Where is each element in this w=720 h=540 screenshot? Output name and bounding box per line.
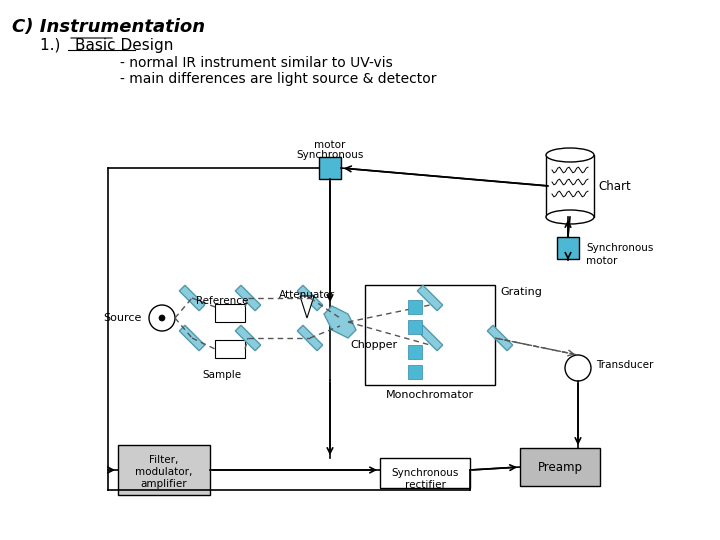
Text: Synchronous: Synchronous bbox=[391, 468, 459, 478]
Bar bbox=[408, 365, 422, 379]
Text: motor: motor bbox=[315, 140, 346, 150]
Bar bbox=[418, 325, 443, 350]
Bar bbox=[179, 285, 204, 310]
Text: Transducer: Transducer bbox=[596, 360, 653, 370]
Text: Synchronous: Synchronous bbox=[586, 243, 653, 253]
Ellipse shape bbox=[546, 210, 594, 224]
Text: Sample: Sample bbox=[202, 370, 242, 380]
Text: Filter,: Filter, bbox=[149, 455, 179, 465]
Bar bbox=[380, 458, 470, 488]
Bar bbox=[235, 285, 261, 310]
Text: rectifier: rectifier bbox=[405, 480, 446, 490]
Bar bbox=[215, 304, 245, 322]
Bar bbox=[179, 325, 204, 350]
Circle shape bbox=[565, 355, 591, 381]
Circle shape bbox=[149, 305, 175, 331]
Polygon shape bbox=[324, 306, 356, 338]
Bar bbox=[408, 345, 422, 359]
Text: C) Instrumentation: C) Instrumentation bbox=[12, 18, 205, 36]
Text: Chart: Chart bbox=[598, 179, 631, 192]
Text: Monochromator: Monochromator bbox=[386, 390, 474, 400]
Text: Grating: Grating bbox=[500, 287, 542, 297]
Bar bbox=[297, 285, 323, 310]
Polygon shape bbox=[300, 296, 314, 318]
Text: Chopper: Chopper bbox=[350, 340, 397, 350]
Circle shape bbox=[159, 315, 165, 321]
Text: 1.)   Basic Design: 1.) Basic Design bbox=[40, 38, 174, 53]
Ellipse shape bbox=[546, 148, 594, 162]
Bar bbox=[215, 340, 245, 358]
Bar bbox=[365, 285, 495, 385]
Text: Attenuator: Attenuator bbox=[279, 290, 335, 300]
Bar bbox=[408, 300, 422, 314]
Bar bbox=[408, 320, 422, 334]
Bar bbox=[520, 448, 600, 486]
Text: - normal IR instrument similar to UV-vis: - normal IR instrument similar to UV-vis bbox=[120, 56, 392, 70]
Bar bbox=[297, 325, 323, 350]
Bar bbox=[557, 237, 579, 259]
Text: motor: motor bbox=[586, 256, 617, 266]
Text: - main differences are light source & detector: - main differences are light source & de… bbox=[120, 72, 436, 86]
Bar bbox=[118, 445, 210, 495]
Bar bbox=[487, 325, 513, 350]
Text: Reference: Reference bbox=[196, 296, 248, 306]
Text: amplifier: amplifier bbox=[140, 479, 187, 489]
Bar bbox=[235, 325, 261, 350]
Text: Preamp: Preamp bbox=[538, 461, 582, 474]
Text: Synchronous: Synchronous bbox=[297, 150, 364, 160]
Bar bbox=[319, 157, 341, 179]
Bar bbox=[546, 155, 594, 217]
Text: modulator,: modulator, bbox=[135, 467, 193, 477]
Text: Source: Source bbox=[104, 313, 142, 323]
Bar bbox=[418, 285, 443, 310]
